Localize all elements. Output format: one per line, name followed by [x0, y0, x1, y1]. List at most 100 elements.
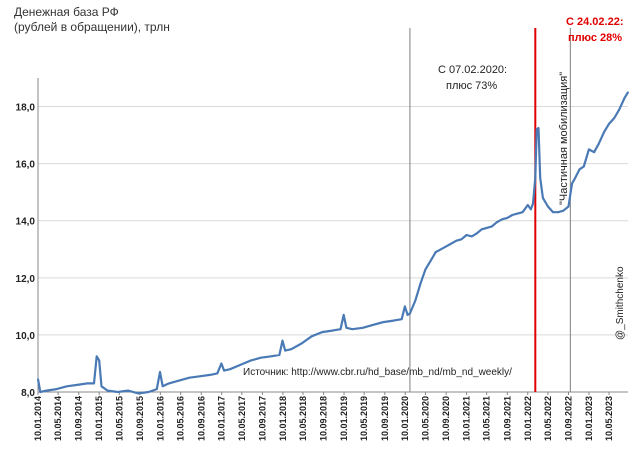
data-point-67 [491, 225, 493, 228]
data-point-85 [562, 209, 565, 212]
data-point-54 [424, 268, 427, 271]
data-point-80 [539, 177, 542, 179]
x-tick-label-11: 10.09.2017 [257, 396, 267, 441]
x-tick-label-12: 10.01.2018 [278, 396, 288, 441]
data-point-3 [55, 388, 58, 390]
x-tick-label-9: 10.01.2017 [217, 396, 227, 441]
data-point-41 [342, 314, 345, 316]
data-point-81 [542, 197, 544, 199]
data-point-11 [106, 389, 109, 392]
data-point-84 [557, 211, 559, 214]
data-point-13 [127, 389, 129, 392]
data-point-9 [98, 359, 101, 362]
data-point-50 [406, 314, 409, 316]
data-point-74 [526, 204, 529, 206]
data-point-76 [532, 202, 534, 205]
data-point-15 [147, 391, 150, 393]
x-tick-label-26: 10.09.2022 [563, 396, 573, 441]
data-point-19 [168, 382, 170, 385]
data-point-23 [209, 374, 211, 376]
data-point-65 [480, 228, 483, 231]
data-point-49 [404, 305, 406, 308]
x-tick-label-27: 10.01.2023 [584, 396, 594, 441]
x-tick-label-14: 10.09.2018 [319, 396, 329, 441]
data-point-44 [361, 326, 364, 329]
x-tick-label-17: 10.09.2019 [380, 396, 390, 441]
x-tick-label-13: 10.05.2018 [298, 396, 308, 441]
data-point-35 [290, 348, 293, 351]
data-point-53 [419, 282, 422, 285]
data-point-95 [608, 122, 610, 125]
data-point-10 [100, 385, 103, 388]
data-point-20 [178, 379, 181, 382]
data-point-69 [501, 218, 503, 221]
y-tick-label-2: 12,0 [16, 274, 36, 285]
data-point-72 [516, 212, 519, 215]
data-point-71 [511, 214, 514, 216]
data-point-17 [159, 371, 161, 373]
data-point-5 [76, 384, 79, 386]
data-point-52 [414, 299, 417, 302]
annotation-covid-line-2: плюс 73% [446, 80, 497, 92]
data-point-66 [485, 227, 488, 229]
x-tick-label-28: 10.05.2023 [604, 396, 614, 441]
data-point-55 [429, 259, 432, 262]
data-point-4 [65, 385, 68, 388]
data-point-99 [627, 91, 629, 94]
data-point-93 [597, 142, 600, 145]
data-point-24 [216, 372, 219, 375]
data-point-56 [434, 251, 437, 254]
data-point-2 [45, 389, 48, 392]
data-point-37 [310, 335, 313, 338]
data-point-22 [198, 375, 201, 378]
x-tick-label-24: 10.01.2022 [523, 396, 533, 441]
data-point-78 [535, 128, 538, 131]
data-point-34 [284, 349, 287, 352]
data-point-90 [582, 165, 585, 168]
annotation-war-line-1: С 24.02.22: [566, 16, 623, 28]
data-point-0 [37, 378, 39, 381]
annotation-covid-line-1: С 07.02.2020: [438, 64, 507, 76]
x-tick-label-25: 10.05.2022 [543, 396, 553, 441]
data-point-12 [116, 391, 119, 393]
axes [37, 78, 628, 395]
chart-title-line-1: Денежная база РФ [14, 5, 119, 19]
annotation-war-line-2: плюс 28% [568, 32, 622, 44]
data-point-83 [552, 211, 554, 214]
data-point-26 [223, 369, 226, 372]
data-point-60 [455, 239, 458, 242]
data-point-6 [86, 382, 89, 385]
x-tick-label-7: 10.05.2016 [176, 396, 186, 441]
data-point-64 [475, 232, 478, 235]
author-watermark: @_Smithchenko [615, 266, 626, 340]
data-point-28 [239, 364, 242, 366]
data-point-46 [382, 321, 385, 323]
data-point-29 [249, 359, 252, 362]
event-lines [409, 28, 571, 392]
data-point-92 [593, 151, 595, 154]
data-point-48 [400, 318, 403, 321]
x-tick-label-0: 10.01.2014 [33, 396, 43, 441]
data-point-7 [93, 382, 95, 385]
data-point-57 [440, 248, 442, 251]
data-point-97 [618, 108, 621, 111]
y-tick-label-5: 18,0 [16, 103, 36, 114]
chart-title-line-2: (рублей в обращении), трлн [14, 20, 170, 34]
x-tick-label-16: 10.05.2019 [359, 396, 369, 441]
data-point-82 [547, 205, 549, 208]
data-point-62 [465, 234, 468, 236]
data-point-96 [613, 117, 616, 119]
data-point-27 [229, 368, 232, 371]
data-point-58 [445, 245, 447, 248]
x-tick-label-18: 10.01.2020 [400, 396, 410, 441]
data-point-61 [460, 238, 463, 241]
x-tick-labels: 10.01.2014 10.05.2014 10.09.2014 10.01.2015… [33, 396, 614, 441]
x-tick-label-4: 10.05.2015 [114, 396, 124, 441]
x-tick-label-1: 10.05.2014 [53, 396, 63, 441]
data-point-25 [220, 362, 223, 365]
data-point-1 [39, 391, 42, 393]
data-point-14 [137, 392, 140, 395]
x-tick-label-8: 10.09.2016 [196, 396, 206, 441]
source-note: Источник: http://www.cbr.ru/hd_base/mb_n… [243, 367, 512, 378]
data-point-43 [351, 328, 354, 331]
